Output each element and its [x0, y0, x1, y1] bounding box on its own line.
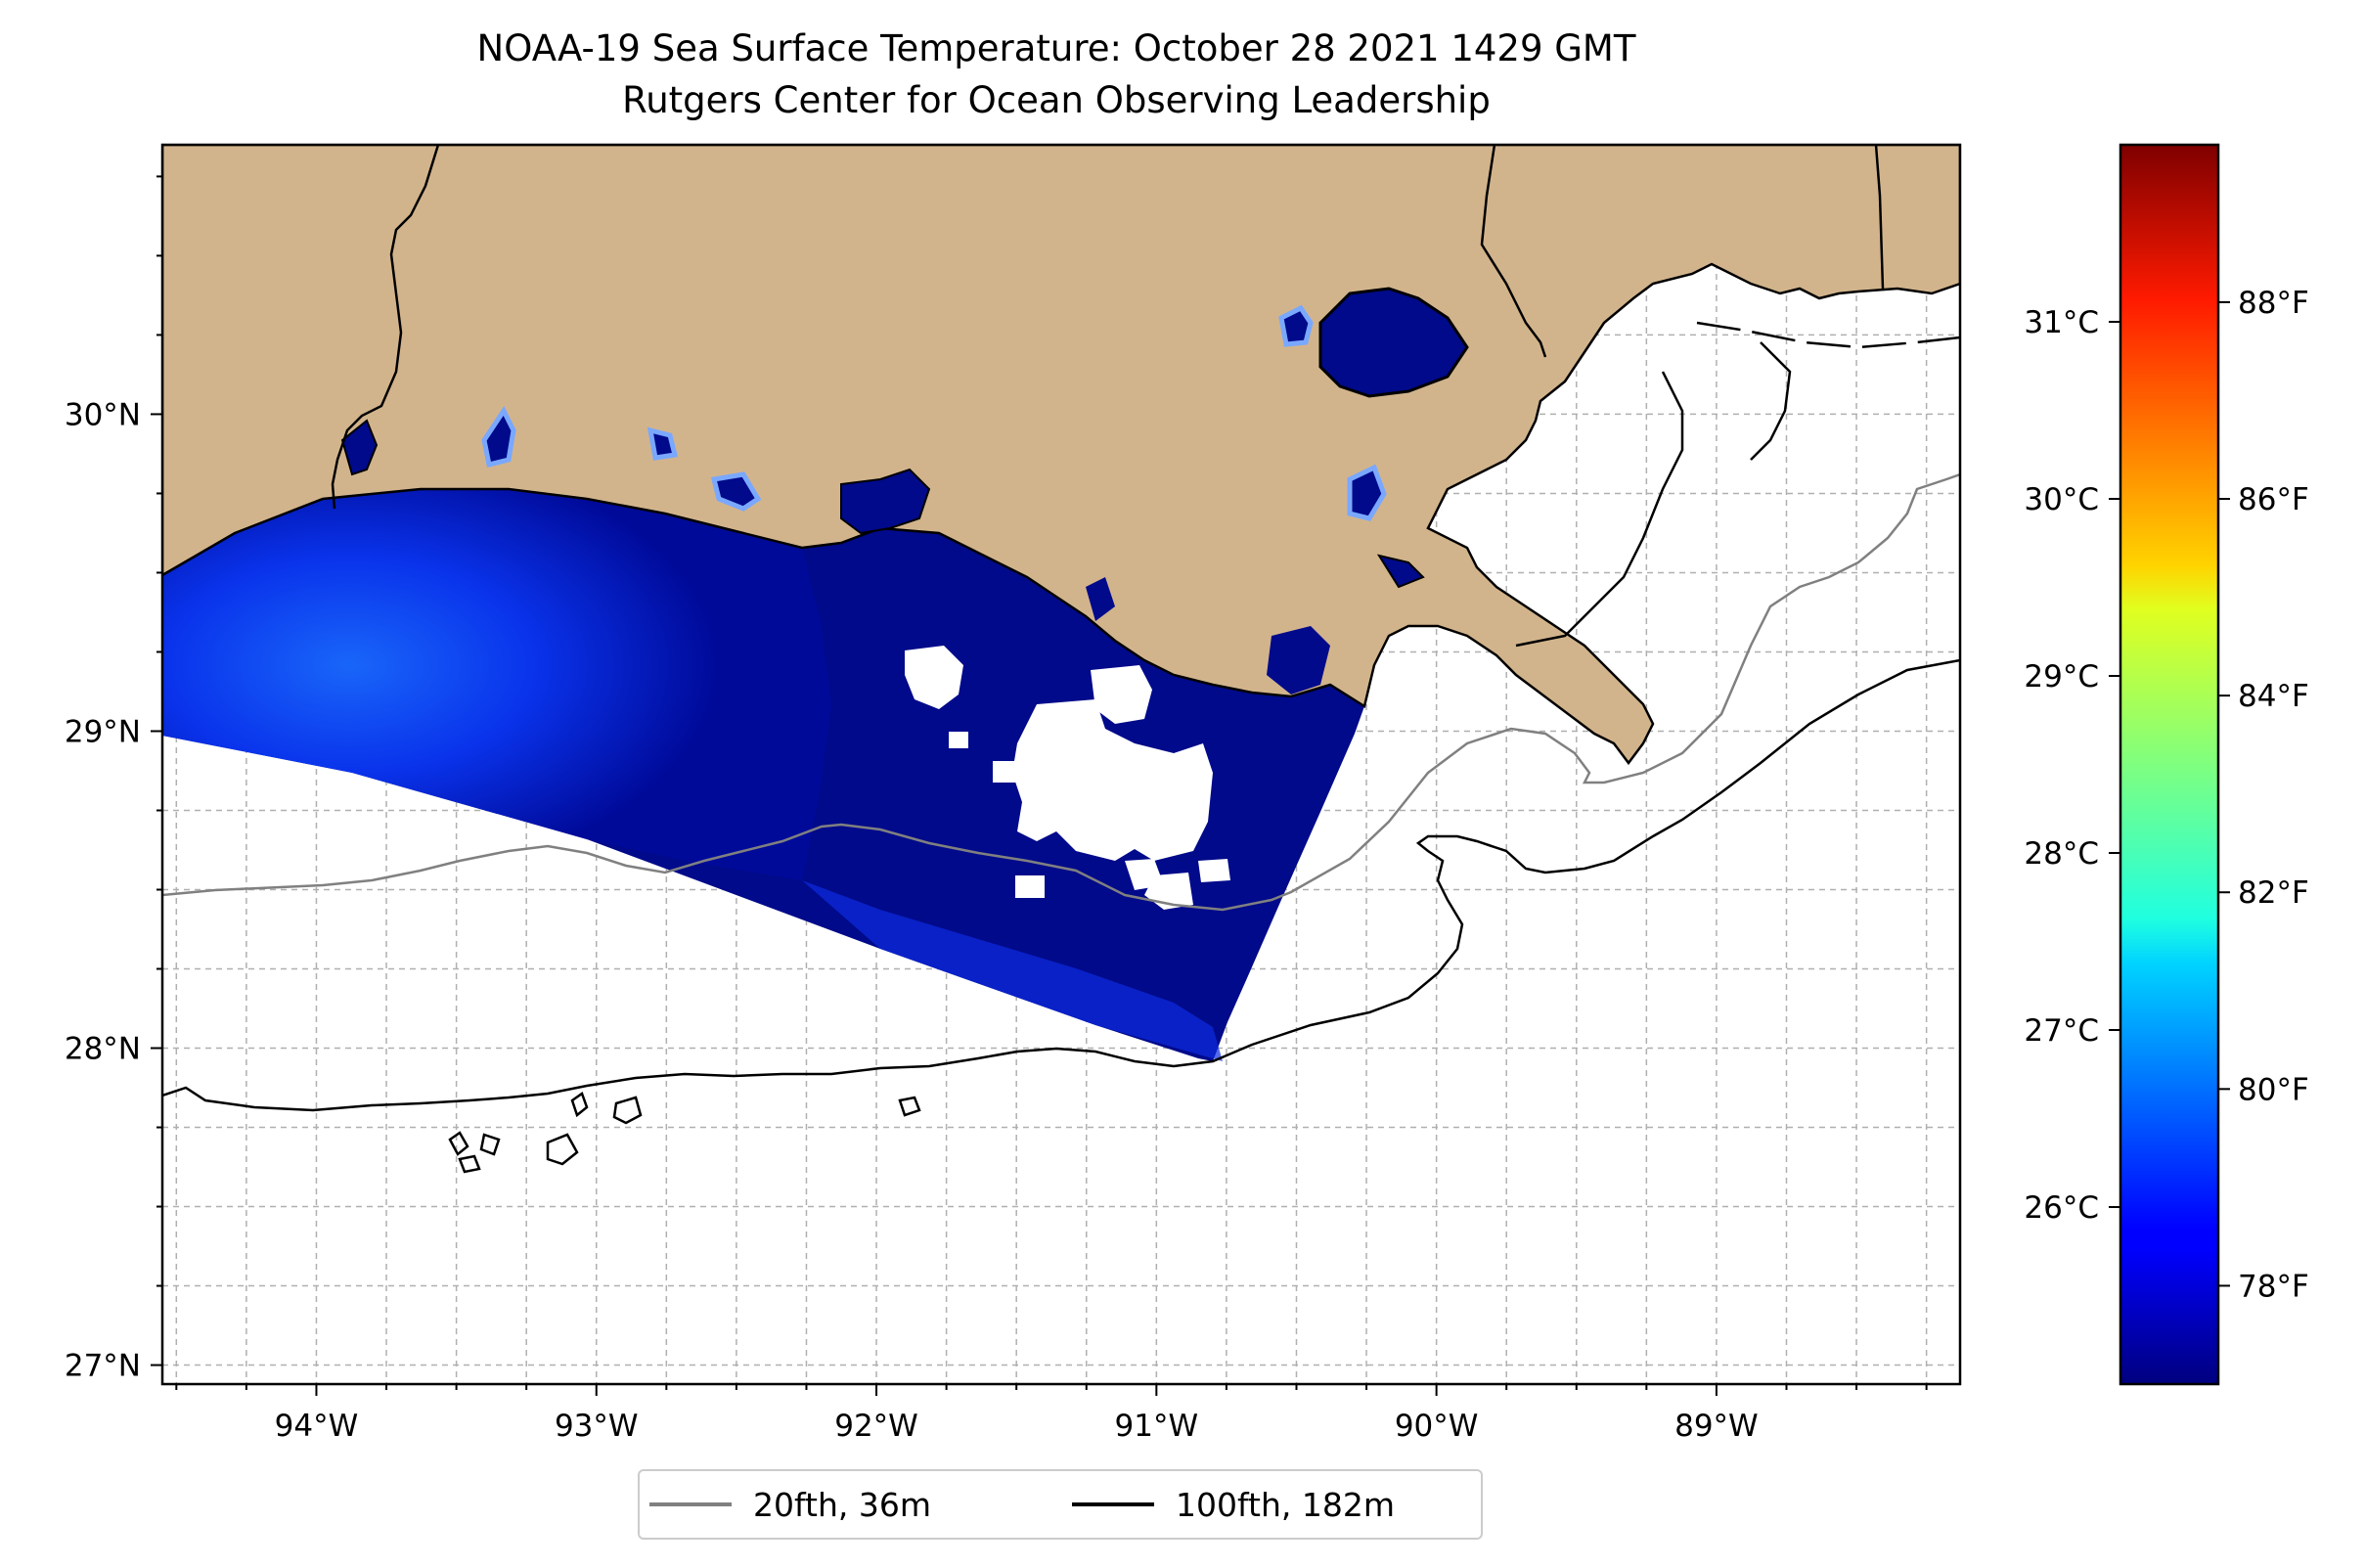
borders: [331, 145, 1960, 648]
colorbar-c-label: 28°C: [2024, 836, 2099, 872]
lat-label: 29°N: [65, 714, 141, 749]
lon-label: 93°W: [555, 1409, 639, 1444]
lon-label: 90°W: [1395, 1409, 1479, 1444]
colorbar-c-label: 31°C: [2024, 305, 2099, 340]
legend: 20fth, 36m 100fth, 182m: [638, 1469, 1483, 1540]
map-subtitle: Rutgers Center for Ocean Observing Leade…: [622, 79, 1491, 121]
lon-label: 91°W: [1115, 1409, 1199, 1444]
colorbar-c-label: 29°C: [2024, 659, 2099, 694]
bank-islands: [448, 1092, 921, 1174]
map-frame: [160, 143, 1962, 1386]
latitude-axis: 30°N 29°N 28°N 27°N: [65, 175, 162, 1384]
legend-swatch-100fth: [1072, 1502, 1154, 1506]
legend-label-20fth: 20fth, 36m: [753, 1485, 931, 1524]
legend-swatch-20fth: [649, 1502, 732, 1506]
sst-warm-region: [162, 489, 831, 880]
colorbar-c-label: 26°C: [2024, 1190, 2099, 1226]
contour-100fth: [162, 658, 1960, 1112]
colorbar-f-label: 88°F: [2238, 286, 2309, 321]
colorbar-f-label: 82°F: [2238, 875, 2309, 911]
legend-label-100fth: 100fth, 182m: [1176, 1485, 1395, 1524]
map-title: NOAA-19 Sea Surface Temperature: October…: [476, 27, 1636, 69]
sst-blue-band: [802, 880, 1223, 1061]
colorbar: [2119, 143, 2220, 1386]
colorbar-c-label: 27°C: [2024, 1013, 2099, 1049]
lat-label: 30°N: [65, 397, 141, 432]
contour-20fth: [162, 472, 1960, 912]
lon-label: 89°W: [1674, 1409, 1759, 1444]
longitude-axis: 94°W 93°W 92°W 91°W 90°W 89°W: [175, 1384, 1928, 1444]
colorbar-f-label: 86°F: [2238, 482, 2309, 517]
inland-water: [340, 287, 1469, 694]
legend-item-100fth: 100fth, 182m: [1072, 1471, 1395, 1538]
lon-label: 94°W: [275, 1409, 359, 1444]
colorbar-f-label: 84°F: [2238, 679, 2309, 714]
colorbar-ticks: 88°F 86°F 84°F 82°F 80°F 78°F 31°C 30°C 29°C 28°C…: [2024, 286, 2308, 1305]
lat-label: 28°N: [65, 1032, 141, 1067]
lon-label: 92°W: [834, 1409, 918, 1444]
land-mass: [162, 145, 1960, 766]
lat-label: 27°N: [65, 1349, 141, 1384]
cloud-mask: [905, 646, 1230, 910]
colorbar-f-label: 80°F: [2238, 1072, 2309, 1107]
colorbar-f-label: 78°F: [2238, 1269, 2309, 1304]
legend-item-20fth: 20fth, 36m: [649, 1471, 931, 1538]
colorbar-c-label: 30°C: [2024, 482, 2099, 517]
